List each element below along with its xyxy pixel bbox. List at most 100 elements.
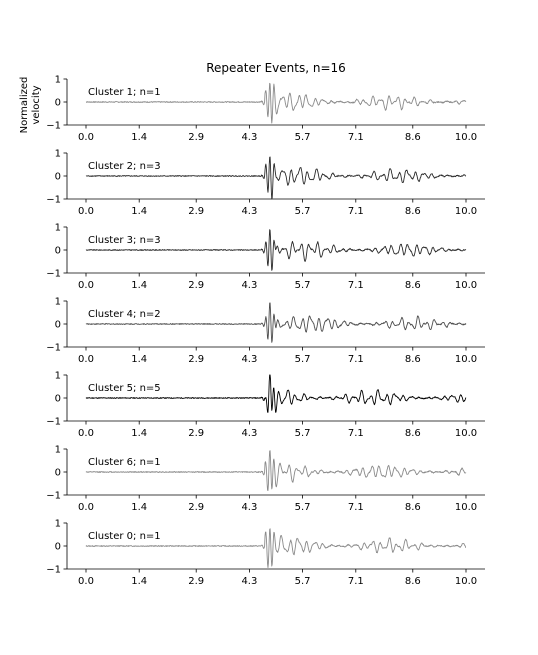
x-tick-label: 5.7 xyxy=(295,428,311,439)
x-tick-label: 0.0 xyxy=(78,132,94,143)
x-tick-label: 5.7 xyxy=(295,502,311,513)
y-tick-label: −1 xyxy=(46,565,61,576)
x-tick-label: 8.6 xyxy=(405,428,421,439)
y-tick-label: −1 xyxy=(46,269,61,280)
x-tick-label: 1.4 xyxy=(131,428,147,439)
y-tick-label: 1 xyxy=(55,445,61,456)
x-tick-label: 4.3 xyxy=(241,502,257,513)
y-tick-label: −1 xyxy=(46,121,61,132)
x-tick-label: 0.0 xyxy=(78,206,94,217)
x-tick-label: 0.0 xyxy=(78,502,94,513)
x-tick-label: 10.0 xyxy=(455,428,477,439)
x-tick-label: 1.4 xyxy=(131,280,147,291)
y-tick-label: 0 xyxy=(55,98,61,109)
x-tick-label: 8.6 xyxy=(405,206,421,217)
x-tick-label: 0.0 xyxy=(78,354,94,365)
y-tick-label: 1 xyxy=(55,371,61,382)
x-tick-label: 0.0 xyxy=(78,428,94,439)
x-tick-label: 8.6 xyxy=(405,132,421,143)
x-tick-label: 7.1 xyxy=(348,280,364,291)
x-tick-label: 7.1 xyxy=(348,502,364,513)
cluster-label: Cluster 4; n=2 xyxy=(88,309,161,320)
waveform-cluster-2 xyxy=(85,156,467,200)
x-tick-label: 4.3 xyxy=(241,428,257,439)
x-tick-label: 2.9 xyxy=(188,428,204,439)
y-tick-label: −1 xyxy=(46,417,61,428)
x-tick-label: 7.1 xyxy=(348,576,364,587)
x-tick-label: 10.0 xyxy=(455,132,477,143)
x-tick-label: 8.6 xyxy=(405,576,421,587)
chart-title: Repeater Events, n=16 xyxy=(206,61,346,75)
x-tick-label: 7.1 xyxy=(348,428,364,439)
x-tick-label: 5.7 xyxy=(295,576,311,587)
y-tick-label: 1 xyxy=(55,223,61,234)
x-tick-label: 8.6 xyxy=(405,502,421,513)
x-tick-label: 5.7 xyxy=(295,354,311,365)
x-tick-label: 10.0 xyxy=(455,354,477,365)
y-tick-label: −1 xyxy=(46,491,61,502)
x-tick-label: 4.3 xyxy=(241,280,257,291)
x-tick-label: 0.0 xyxy=(78,280,94,291)
x-tick-label: 5.7 xyxy=(295,206,311,217)
x-tick-label: 2.9 xyxy=(188,206,204,217)
x-tick-label: 1.4 xyxy=(131,502,147,513)
x-tick-label: 10.0 xyxy=(455,280,477,291)
x-tick-label: 4.3 xyxy=(241,576,257,587)
y-tick-label: −1 xyxy=(46,343,61,354)
x-tick-label: 1.4 xyxy=(131,576,147,587)
x-tick-label: 7.1 xyxy=(348,354,364,365)
y-tick-label: 0 xyxy=(55,246,61,257)
x-tick-label: 1.4 xyxy=(131,132,147,143)
x-tick-label: 2.9 xyxy=(188,132,204,143)
x-tick-label: 2.9 xyxy=(188,354,204,365)
x-tick-label: 7.1 xyxy=(348,132,364,143)
x-tick-label: 4.3 xyxy=(241,354,257,365)
cluster-label: Cluster 0; n=1 xyxy=(88,531,161,542)
x-tick-label: 10.0 xyxy=(455,576,477,587)
x-tick-label: 5.7 xyxy=(295,280,311,291)
x-tick-label: 10.0 xyxy=(455,502,477,513)
y-tick-label: 0 xyxy=(55,468,61,479)
waveform-cluster-5 xyxy=(85,374,467,413)
x-tick-label: 4.3 xyxy=(241,132,257,143)
y-tick-label: 1 xyxy=(55,75,61,86)
x-tick-label: 8.6 xyxy=(405,280,421,291)
cluster-label: Cluster 1; n=1 xyxy=(88,87,161,98)
y-tick-label: 0 xyxy=(55,394,61,405)
waveform-cluster-4 xyxy=(85,302,467,343)
y-tick-label: 0 xyxy=(55,172,61,183)
x-tick-label: 4.3 xyxy=(241,206,257,217)
cluster-label: Cluster 3; n=3 xyxy=(88,235,161,246)
waveform-cluster-6 xyxy=(85,450,467,491)
cluster-label: Cluster 6; n=1 xyxy=(88,457,161,468)
y-tick-label: 1 xyxy=(55,297,61,308)
y-axis-label-line2: velocity xyxy=(31,85,42,124)
x-tick-label: 1.4 xyxy=(131,354,147,365)
x-tick-label: 2.9 xyxy=(188,502,204,513)
y-tick-label: −1 xyxy=(46,195,61,206)
y-axis-label-line1: Normalized xyxy=(19,77,30,134)
x-tick-label: 2.9 xyxy=(188,280,204,291)
y-tick-label: 0 xyxy=(55,320,61,331)
y-tick-label: 1 xyxy=(55,149,61,160)
x-tick-label: 2.9 xyxy=(188,576,204,587)
x-tick-label: 10.0 xyxy=(455,206,477,217)
cluster-label: Cluster 5; n=5 xyxy=(88,383,161,394)
x-tick-label: 7.1 xyxy=(348,206,364,217)
waveform-cluster-0 xyxy=(85,528,467,568)
x-tick-label: 1.4 xyxy=(131,206,147,217)
x-tick-label: 8.6 xyxy=(405,354,421,365)
x-tick-label: 5.7 xyxy=(295,132,311,143)
cluster-label: Cluster 2; n=3 xyxy=(88,161,161,172)
y-tick-label: 0 xyxy=(55,542,61,553)
waveform-cluster-1 xyxy=(85,82,467,124)
